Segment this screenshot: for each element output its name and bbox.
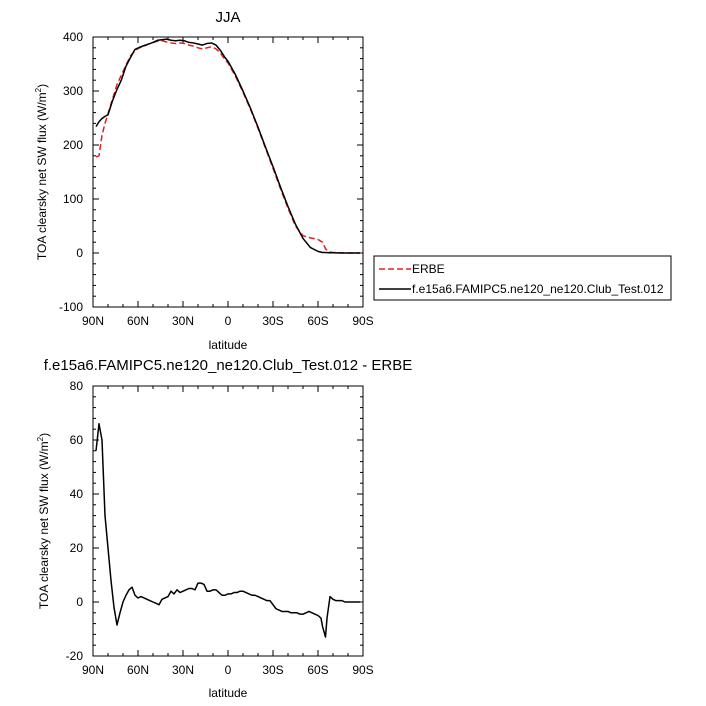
bottom-chart-plot-frame <box>92 385 364 657</box>
top-chart: JJA 90N 60N 30N 0 30S 60S 90S -100 0 100 200 300 400… <box>34 9 374 352</box>
bottom-chart-y-tick-label: 0 <box>76 595 83 609</box>
legend-label-model: f.e15a6.FAMIPC5.ne120_ne120.Club_Test.01… <box>412 282 664 296</box>
bottom-chart-y-tick-label: 20 <box>70 541 84 555</box>
top-chart-x-tick-label: 90S <box>352 314 373 328</box>
top-chart-x-tick-label: 90N <box>82 314 104 328</box>
bottom-chart-series-line-0 <box>95 423 360 638</box>
top-chart-y-tick-label: 300 <box>63 84 83 98</box>
top-chart-x-axis-label: latitude <box>209 338 248 352</box>
bottom-chart-title: f.e15a6.FAMIPC5.ne120_ne120.Club_Test.01… <box>44 357 413 374</box>
bottom-chart: f.e15a6.FAMIPC5.ne120_ne120.Club_Test.01… <box>36 357 412 700</box>
top-chart-y-tick-label: 200 <box>63 138 83 152</box>
bottom-chart-x-axis-label: latitude <box>209 686 248 700</box>
bottom-chart-x-tick-label: 0 <box>225 663 232 677</box>
bottom-chart-x-tick-label: 90N <box>82 663 104 677</box>
legend-frame <box>373 255 672 301</box>
top-chart-y-tick-label: 400 <box>63 30 83 44</box>
top-chart-x-tick-label: 60S <box>307 314 328 328</box>
top-chart-y-axis-label: TOA clearsky net SW flux (W/m2) <box>34 84 49 260</box>
bottom-chart-x-tick-label: 30N <box>172 663 194 677</box>
top-chart-y-tick-label: 0 <box>76 246 83 260</box>
bottom-chart-x-tick-label: 30S <box>262 663 283 677</box>
bottom-chart-y-tick-label: 80 <box>70 379 84 393</box>
top-chart-legend: ERBE f.e15a6.FAMIPC5.ne120_ne120.Club_Te… <box>373 255 672 301</box>
top-chart-x-tick-label: 0 <box>225 314 232 328</box>
bottom-chart-y-tick-label: 40 <box>70 487 84 501</box>
top-chart-series-line-0 <box>95 40 360 254</box>
bottom-chart-y-axis-label: TOA clearsky net SW flux (W/m2) <box>36 433 51 609</box>
bottom-chart-x-tick-label: 60N <box>127 663 149 677</box>
top-chart-y-tick-label: 100 <box>63 192 83 206</box>
legend-label-erbe: ERBE <box>412 262 445 276</box>
bottom-chart-y-tick-label: 60 <box>70 433 84 447</box>
top-chart-y-tick-label: -100 <box>59 300 83 314</box>
top-chart-x-tick-label: 60N <box>127 314 149 328</box>
top-chart-series-line-1 <box>95 38 360 254</box>
bottom-chart-y-tick-label: -20 <box>66 649 84 663</box>
bottom-chart-x-tick-label: 60S <box>307 663 328 677</box>
top-chart-x-tick-label: 30S <box>262 314 283 328</box>
top-chart-title: JJA <box>215 9 240 26</box>
bottom-chart-x-tick-label: 90S <box>352 663 373 677</box>
top-chart-plot-frame <box>92 36 364 308</box>
top-chart-x-tick-label: 30N <box>172 314 194 328</box>
